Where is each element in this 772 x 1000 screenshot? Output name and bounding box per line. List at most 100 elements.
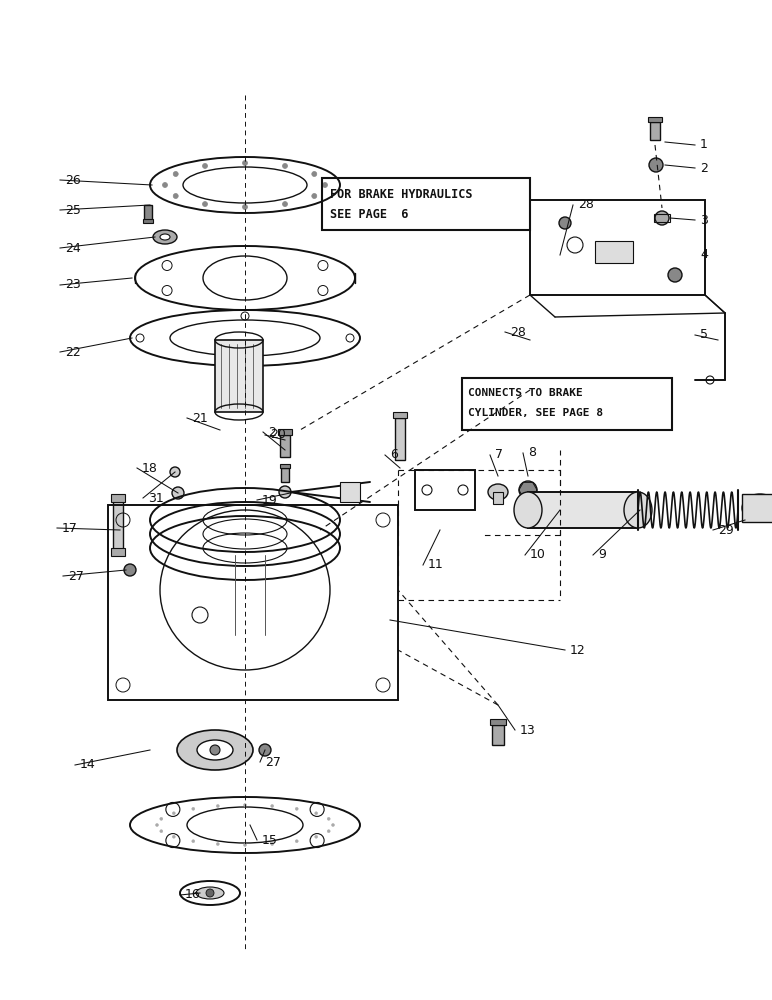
Circle shape: [327, 817, 330, 820]
Text: 23: 23: [65, 278, 81, 292]
Bar: [393, 412, 407, 418]
Circle shape: [206, 889, 214, 897]
Bar: [650, 122, 660, 140]
Bar: [322, 178, 530, 230]
Text: 17: 17: [62, 522, 78, 534]
Circle shape: [315, 835, 318, 838]
Ellipse shape: [177, 730, 253, 770]
Circle shape: [216, 804, 219, 807]
Ellipse shape: [196, 887, 224, 899]
Circle shape: [162, 182, 168, 188]
Bar: [144, 205, 152, 221]
Circle shape: [279, 486, 291, 498]
Circle shape: [191, 840, 195, 843]
Bar: [492, 725, 504, 745]
Text: 10: 10: [530, 548, 546, 562]
Circle shape: [172, 487, 184, 499]
Circle shape: [173, 172, 178, 176]
Circle shape: [655, 211, 669, 225]
Text: CONNECTS TO BRAKE: CONNECTS TO BRAKE: [468, 388, 583, 398]
Circle shape: [649, 158, 663, 172]
Text: 16: 16: [185, 888, 201, 902]
Bar: [280, 435, 290, 457]
Circle shape: [172, 835, 175, 838]
Bar: [648, 117, 662, 122]
Circle shape: [519, 481, 537, 499]
Ellipse shape: [624, 492, 652, 528]
Ellipse shape: [488, 484, 508, 500]
Bar: [281, 468, 289, 482]
Circle shape: [295, 840, 298, 843]
Text: 15: 15: [262, 834, 278, 846]
Text: 2: 2: [700, 161, 708, 174]
Circle shape: [210, 745, 220, 755]
Text: 14: 14: [80, 758, 96, 772]
Text: 13: 13: [520, 724, 536, 736]
Circle shape: [155, 824, 158, 826]
Text: FOR BRAKE HYDRAULICS: FOR BRAKE HYDRAULICS: [330, 188, 472, 201]
Text: 11: 11: [428, 558, 444, 572]
Circle shape: [283, 163, 287, 168]
Circle shape: [216, 843, 219, 846]
Bar: [395, 418, 405, 460]
Bar: [654, 214, 670, 222]
Circle shape: [243, 844, 246, 846]
Bar: [278, 429, 292, 435]
Ellipse shape: [153, 230, 177, 244]
Bar: [111, 494, 125, 502]
Text: SEE PAGE  6: SEE PAGE 6: [330, 208, 408, 221]
Circle shape: [559, 217, 571, 229]
Text: 19: 19: [262, 493, 278, 506]
Bar: [143, 219, 153, 223]
Text: CYLINDER, SEE PAGE 8: CYLINDER, SEE PAGE 8: [468, 408, 603, 418]
Circle shape: [259, 744, 271, 756]
Ellipse shape: [742, 494, 772, 522]
Bar: [595, 241, 633, 263]
Text: 22: 22: [65, 346, 81, 359]
Ellipse shape: [514, 492, 542, 528]
Bar: [113, 500, 123, 555]
Bar: [493, 492, 503, 504]
Circle shape: [327, 830, 330, 833]
Circle shape: [173, 194, 178, 198]
Text: 20: 20: [270, 428, 286, 442]
Bar: [111, 548, 125, 556]
Bar: [415, 470, 475, 510]
Text: 28: 28: [510, 326, 526, 338]
Circle shape: [170, 467, 180, 477]
Text: 5: 5: [700, 328, 708, 342]
Text: 4: 4: [700, 248, 708, 261]
Text: 21: 21: [192, 412, 208, 424]
Ellipse shape: [197, 740, 233, 760]
Text: 9: 9: [598, 548, 606, 562]
Circle shape: [172, 812, 175, 815]
Bar: [340, 482, 360, 502]
Text: 27: 27: [265, 756, 281, 768]
Circle shape: [242, 160, 248, 165]
Bar: [490, 719, 506, 725]
Circle shape: [191, 807, 195, 810]
Text: 18: 18: [142, 462, 158, 475]
Text: 1: 1: [700, 138, 708, 151]
Bar: [108, 505, 398, 700]
Circle shape: [202, 163, 208, 168]
Text: 12: 12: [570, 644, 586, 656]
Circle shape: [271, 804, 274, 807]
Ellipse shape: [160, 234, 170, 240]
Text: 7: 7: [495, 448, 503, 462]
Text: 25: 25: [65, 204, 81, 217]
Circle shape: [668, 268, 682, 282]
Bar: [215, 340, 263, 412]
Circle shape: [160, 817, 163, 820]
Circle shape: [202, 202, 208, 207]
Bar: [742, 494, 772, 522]
Text: 3: 3: [700, 214, 708, 227]
Circle shape: [243, 804, 246, 806]
Bar: [462, 378, 672, 430]
Text: 8: 8: [528, 446, 536, 460]
Bar: [530, 200, 705, 295]
Bar: [280, 464, 290, 468]
Text: 6: 6: [390, 448, 398, 462]
Circle shape: [295, 807, 298, 810]
Circle shape: [315, 812, 318, 815]
